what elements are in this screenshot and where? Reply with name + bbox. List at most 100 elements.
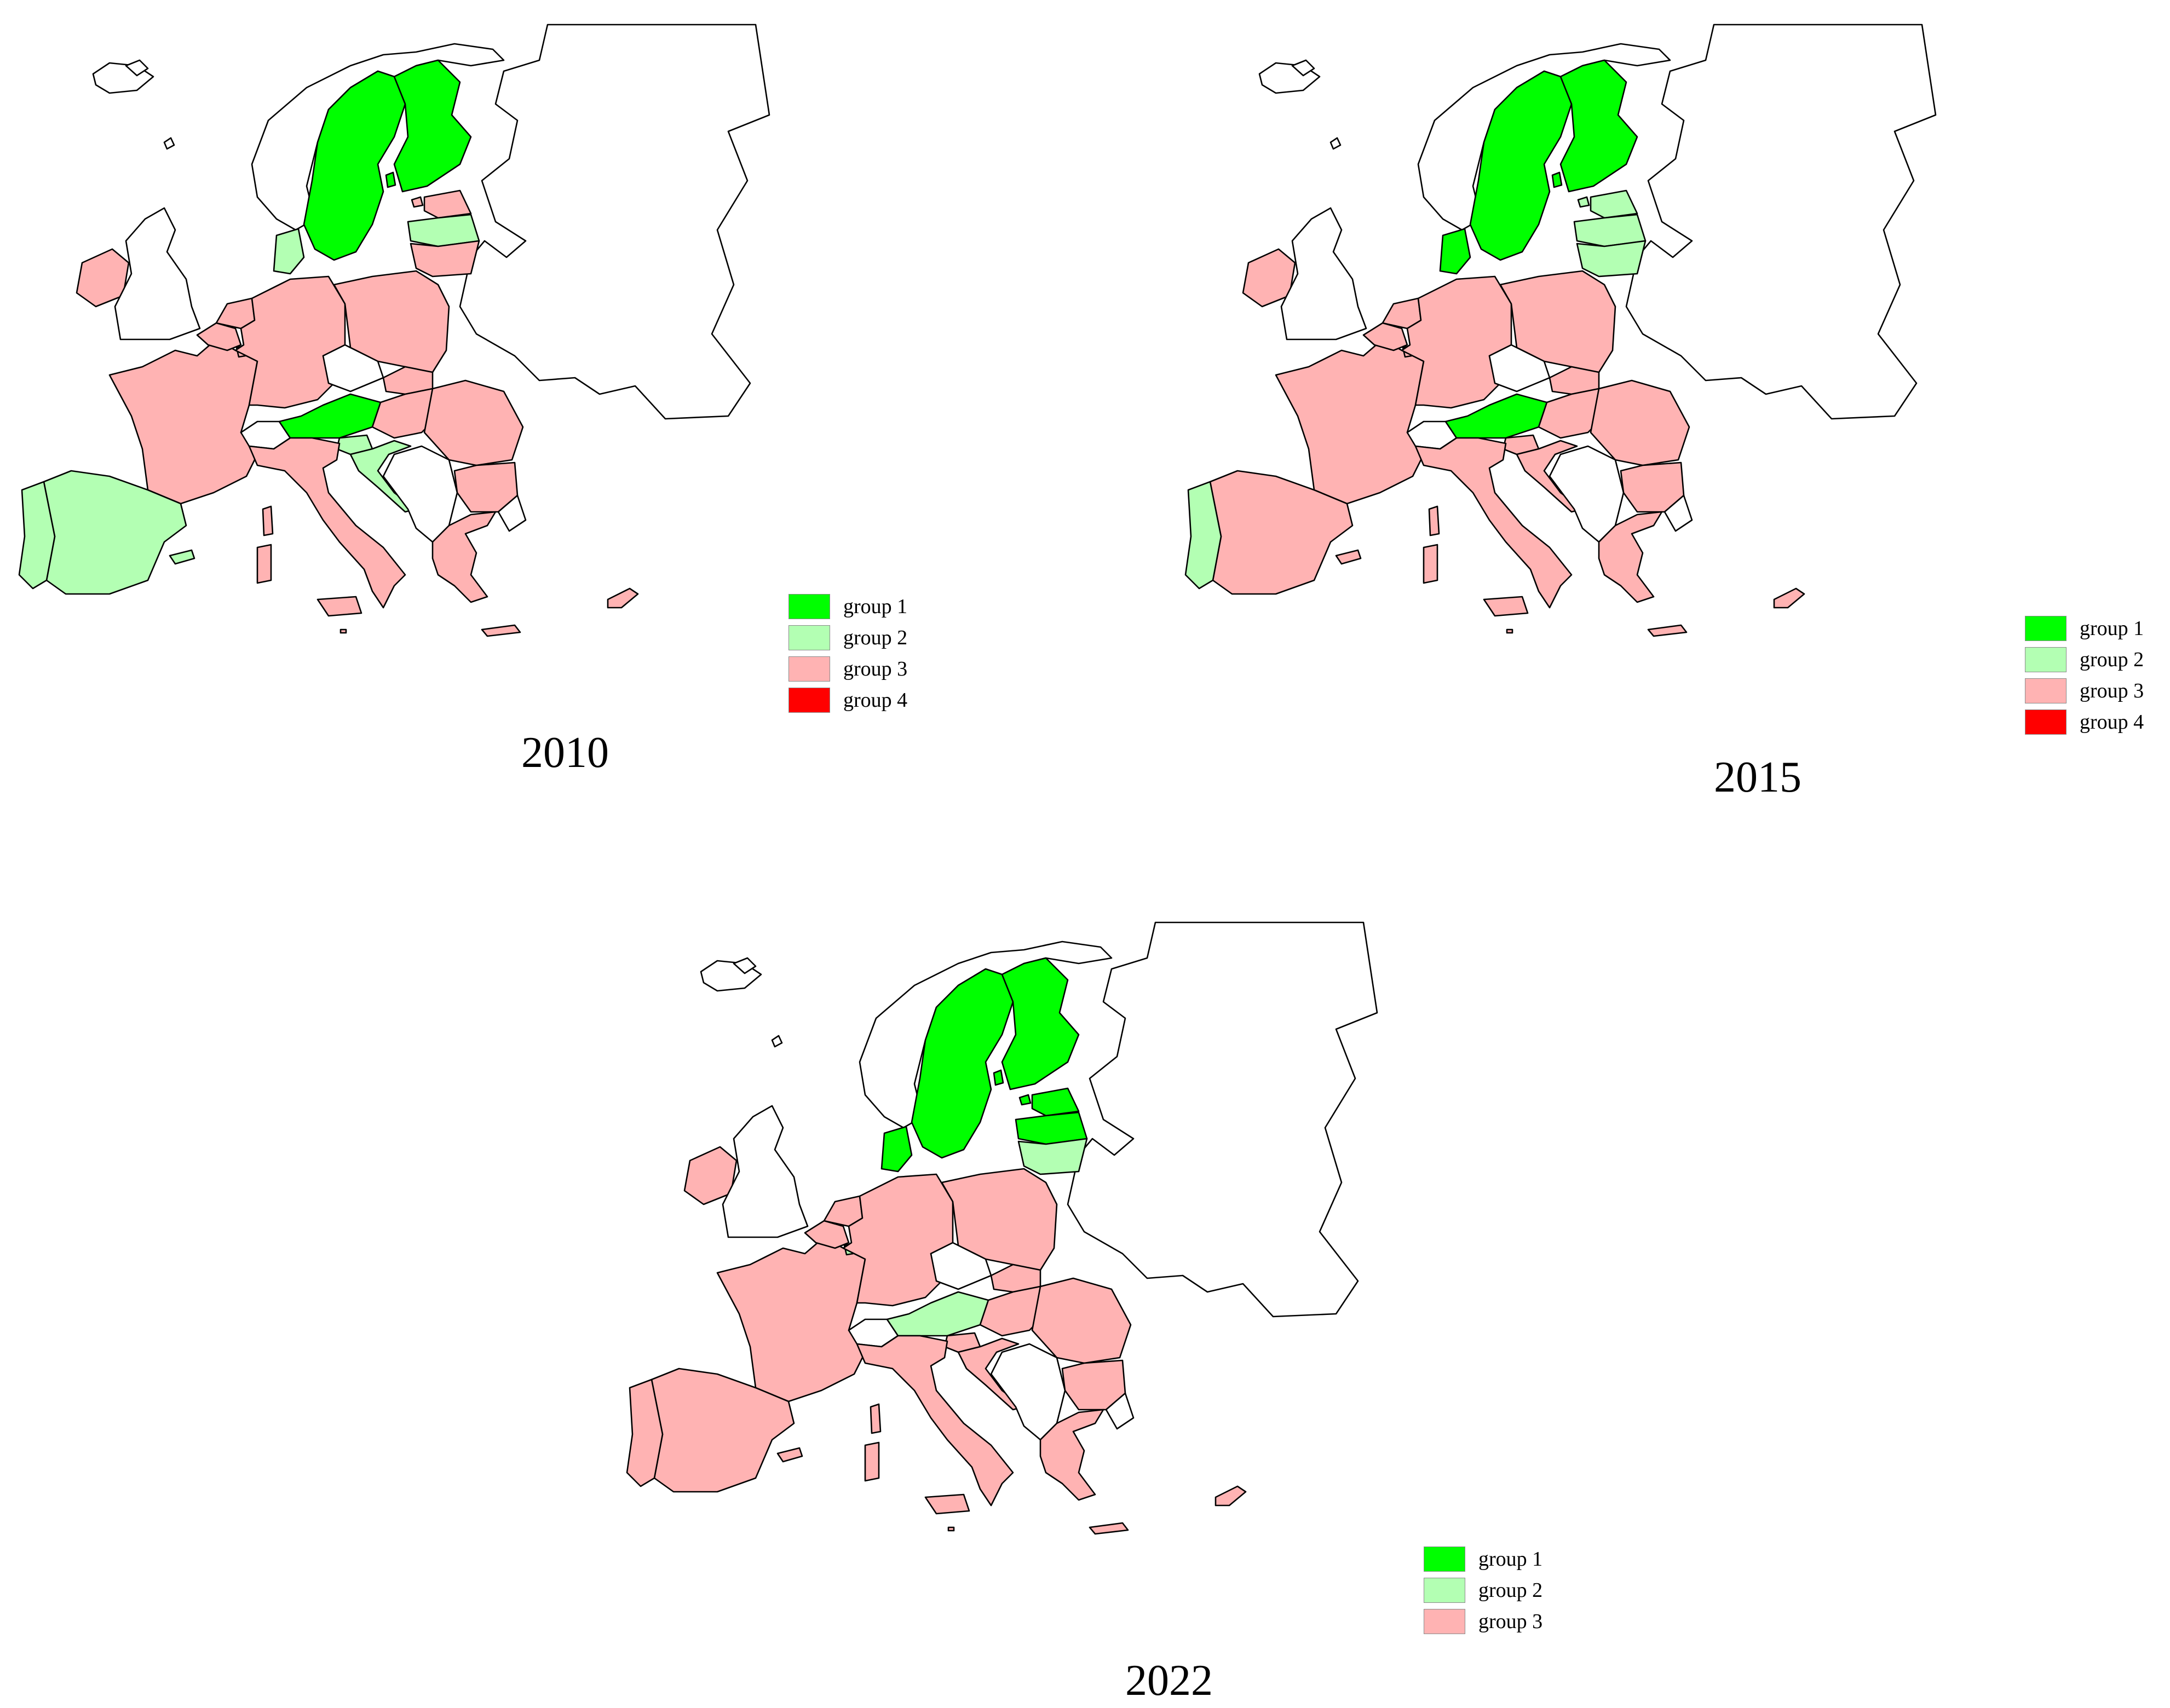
country-saaremaa <box>1577 196 1590 208</box>
country-gotland <box>993 1069 1004 1086</box>
country-italy <box>856 1335 1014 1507</box>
legend-label: group 2 <box>2080 648 2144 671</box>
country-germany <box>234 275 346 409</box>
country-france <box>1275 338 1425 505</box>
country-romania <box>1590 379 1690 466</box>
legend-label: group 3 <box>2080 679 2144 702</box>
legend-swatch <box>1424 1578 1465 1603</box>
country-france <box>716 1236 866 1403</box>
map-panel-2015: group 1 group 2 group 3 group 4 2015 <box>1166 0 2170 832</box>
country-sardinia <box>256 544 272 584</box>
country-poland <box>1499 270 1616 373</box>
legend-swatch <box>2025 678 2067 703</box>
country-germany <box>842 1173 954 1307</box>
legend-swatch <box>2025 709 2067 735</box>
year-label-2010: 2010 <box>521 729 609 777</box>
country-croatia <box>1516 440 1584 513</box>
legend-swatch <box>788 594 830 619</box>
map-panel-2010: group 1 group 2 group 3 group 4 2010 <box>0 0 942 810</box>
country-finland <box>1001 957 1080 1090</box>
year-label-2022: 2022 <box>1125 1657 1213 1705</box>
legend-label: group 2 <box>1478 1579 1543 1602</box>
country-corsica <box>262 505 274 536</box>
country-turkey-thrace <box>1664 494 1693 532</box>
country-italy <box>1414 437 1573 609</box>
country-lithuania <box>410 240 480 278</box>
country-cyprus <box>607 587 639 609</box>
country-croatia <box>349 440 417 513</box>
legend-label: group 2 <box>843 626 908 649</box>
legend-item-3: group 3 <box>788 656 969 684</box>
country-malta <box>339 628 347 634</box>
country-cyprus <box>1773 587 1805 609</box>
country-turkey-thrace <box>1105 1392 1135 1430</box>
country-russia-belarus-ukraine-region <box>459 24 770 420</box>
country-sweden <box>1469 70 1573 261</box>
legend-label: group 4 <box>843 689 908 712</box>
country-sicily <box>1483 596 1529 617</box>
country-united-kingdom <box>722 1105 809 1238</box>
country-portugal <box>1184 481 1222 590</box>
europe-map-2010 <box>18 24 770 637</box>
legend-item-1: group 1 <box>788 594 969 621</box>
country-greece <box>431 511 497 603</box>
legend-label: group 3 <box>1478 1610 1543 1633</box>
country-portugal <box>18 481 56 590</box>
country-sardinia <box>864 1441 880 1482</box>
legend-label: group 3 <box>843 657 908 680</box>
country-svalbard-islands <box>1291 59 1315 77</box>
legend-label: group 1 <box>843 595 908 618</box>
year-label-2015: 2015 <box>1714 753 1801 801</box>
country-sardinia <box>1423 544 1438 584</box>
legend-swatch <box>788 656 830 682</box>
country-crete <box>1647 624 1688 637</box>
country-balearic-islands <box>169 549 195 565</box>
legend-swatch <box>788 688 830 713</box>
map-panel-2022: group 1 group 2 group 3 2022 <box>608 898 1550 1705</box>
legend-swatch <box>1424 1547 1465 1572</box>
country-finland <box>1559 59 1638 193</box>
country-faroe-islands <box>771 1035 783 1048</box>
country-estonia <box>1590 189 1638 219</box>
country-greece <box>1039 1409 1104 1501</box>
country-balearic-islands <box>776 1447 803 1463</box>
legend-item-2: group 2 <box>2025 647 2170 674</box>
country-estonia <box>423 189 472 219</box>
country-corsica <box>870 1403 882 1434</box>
legend-item-3: group 3 <box>1424 1609 1604 1636</box>
country-sweden <box>911 968 1014 1159</box>
country-balearic-islands <box>1335 549 1362 565</box>
country-faroe-islands <box>1329 137 1342 150</box>
country-sicily <box>924 1493 970 1515</box>
legend-swatch <box>1424 1609 1465 1634</box>
country-croatia <box>957 1337 1025 1411</box>
country-romania <box>423 379 524 466</box>
legend-item-1: group 1 <box>1424 1547 1604 1574</box>
country-sicily <box>316 596 362 617</box>
country-portugal <box>626 1378 664 1487</box>
country-estonia <box>1031 1087 1080 1117</box>
country-lithuania <box>1017 1138 1088 1175</box>
country-russia-belarus-ukraine-region <box>1625 24 1937 420</box>
country-saaremaa <box>1018 1094 1032 1106</box>
country-denmark <box>273 228 305 275</box>
country-france <box>108 338 258 505</box>
country-malta <box>947 1526 955 1532</box>
legend-label: group 1 <box>2080 617 2144 640</box>
europe-map-2022 <box>626 921 1378 1535</box>
country-turkey-thrace <box>497 494 527 532</box>
country-crete <box>1089 1522 1129 1535</box>
country-russia-belarus-ukraine-region <box>1067 921 1378 1318</box>
country-gotland <box>385 171 396 188</box>
country-svalbard-islands <box>125 59 149 77</box>
country-denmark <box>1439 228 1471 275</box>
country-saaremaa <box>411 196 424 208</box>
legend-swatch <box>2025 647 2067 672</box>
legend-item-4: group 4 <box>788 688 969 715</box>
country-lithuania <box>1576 240 1647 278</box>
country-united-kingdom <box>114 207 201 341</box>
country-cyprus <box>1214 1485 1247 1507</box>
europe-map-2015 <box>1184 24 1937 637</box>
country-gotland <box>1551 171 1563 188</box>
country-united-kingdom <box>1280 207 1367 341</box>
